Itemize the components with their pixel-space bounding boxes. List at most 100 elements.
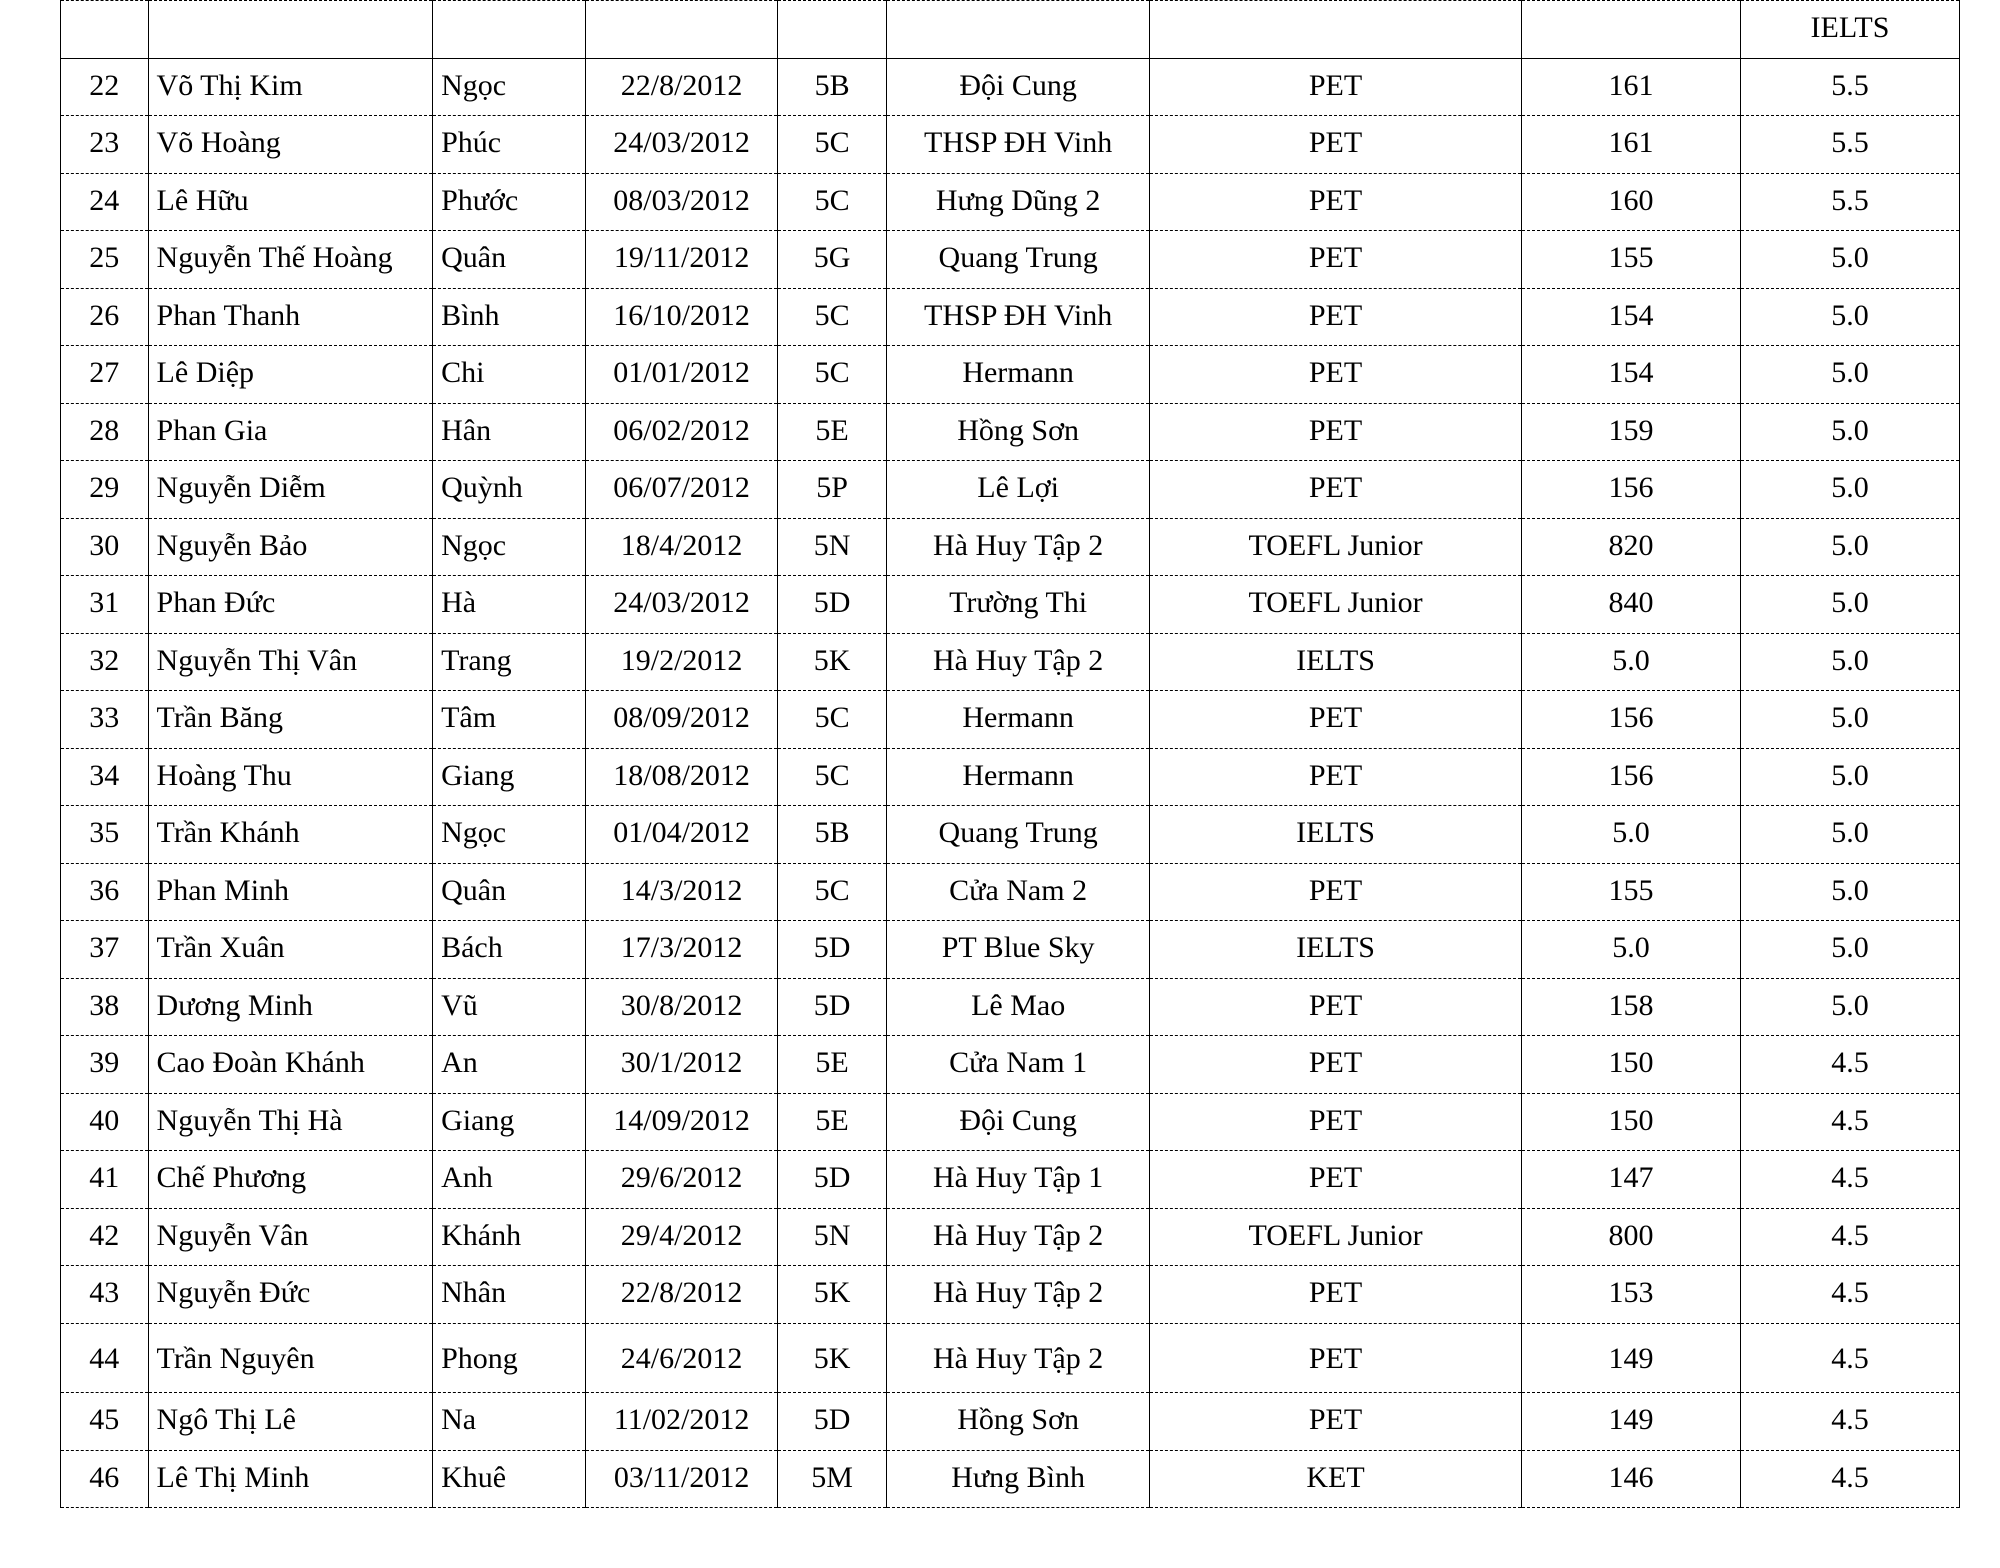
table-row: 37Trần XuânBách17/3/20125DPT Blue SkyIEL… [61, 921, 1960, 979]
cell-cert: PET [1149, 691, 1521, 749]
cell-first: Ngô Thị Lê [148, 1393, 433, 1451]
cell-first: Nguyễn Thị Vân [148, 633, 433, 691]
cell-last: Bách [433, 921, 586, 979]
cell-ielts: 4.5 [1740, 1208, 1959, 1266]
cell-ielts: 5.0 [1740, 461, 1959, 519]
cell-class: 5C [777, 116, 886, 174]
cell-last: Na [433, 1393, 586, 1451]
table-row: 30Nguyễn BảoNgọc18/4/20125NHà Huy Tập 2T… [61, 518, 1960, 576]
cell-last: Vũ [433, 978, 586, 1036]
header-class: . [777, 1, 886, 59]
cell-cert: KET [1149, 1450, 1521, 1508]
cell-first: Dương Minh [148, 978, 433, 1036]
cell-dob: 08/09/2012 [586, 691, 778, 749]
cell-score: 154 [1522, 288, 1741, 346]
table-row: 44Trần NguyênPhong24/6/20125KHà Huy Tập … [61, 1323, 1960, 1393]
cell-idx: 24 [61, 173, 149, 231]
cell-score: 149 [1522, 1393, 1741, 1451]
cell-dob: 29/6/2012 [586, 1151, 778, 1209]
cell-last: Giang [433, 1093, 586, 1151]
cell-score: 150 [1522, 1093, 1741, 1151]
cell-first: Trần Nguyên [148, 1323, 433, 1393]
cell-class: 5C [777, 173, 886, 231]
cell-school: THSP ĐH Vinh [887, 288, 1150, 346]
cell-ielts: 5.5 [1740, 58, 1959, 116]
cell-class: 5D [777, 1393, 886, 1451]
cell-ielts: 5.0 [1740, 921, 1959, 979]
cell-score: 155 [1522, 863, 1741, 921]
cell-dob: 16/10/2012 [586, 288, 778, 346]
cell-score: 161 [1522, 58, 1741, 116]
cell-first: Nguyễn Bảo [148, 518, 433, 576]
cell-first: Lê Hữu [148, 173, 433, 231]
cell-first: Võ Thị Kim [148, 58, 433, 116]
cell-first: Nguyễn Diễm [148, 461, 433, 519]
cell-school: Hermann [887, 346, 1150, 404]
cell-idx: 45 [61, 1393, 149, 1451]
table-row: 45Ngô Thị LêNa11/02/20125DHồng SơnPET149… [61, 1393, 1960, 1451]
table-row: 25Nguyễn Thế HoàngQuân19/11/20125GQuang … [61, 231, 1960, 289]
cell-idx: 26 [61, 288, 149, 346]
cell-school: THSP ĐH Vinh [887, 116, 1150, 174]
cell-class: 5B [777, 806, 886, 864]
cell-class: 5N [777, 518, 886, 576]
cell-dob: 22/8/2012 [586, 58, 778, 116]
table-row: 34Hoàng ThuGiang18/08/20125CHermannPET15… [61, 748, 1960, 806]
cell-ielts: 5.0 [1740, 346, 1959, 404]
cell-cert: PET [1149, 403, 1521, 461]
cell-dob: 11/02/2012 [586, 1393, 778, 1451]
cell-ielts: 5.5 [1740, 173, 1959, 231]
cell-ielts: 5.0 [1740, 806, 1959, 864]
table-row: 40Nguyễn Thị HàGiang14/09/20125EĐội Cung… [61, 1093, 1960, 1151]
cell-cert: PET [1149, 58, 1521, 116]
cell-cert: IELTS [1149, 633, 1521, 691]
cell-class: 5D [777, 921, 886, 979]
cell-last: Hà [433, 576, 586, 634]
header-last: . [433, 1, 586, 59]
cell-idx: 28 [61, 403, 149, 461]
table-row: 36Phan MinhQuân14/3/20125CCửa Nam 2PET15… [61, 863, 1960, 921]
table-row: 29Nguyễn DiễmQuỳnh06/07/20125PLê LợiPET1… [61, 461, 1960, 519]
cell-score: 159 [1522, 403, 1741, 461]
cell-score: 153 [1522, 1266, 1741, 1324]
cell-idx: 40 [61, 1093, 149, 1151]
cell-cert: PET [1149, 1266, 1521, 1324]
cell-class: 5C [777, 748, 886, 806]
cell-first: Lê Diệp [148, 346, 433, 404]
cell-last: Tâm [433, 691, 586, 749]
table-body: 22Võ Thị KimNgọc22/8/20125BĐội CungPET16… [61, 58, 1960, 1508]
table-row: 33Trần BăngTâm08/09/20125CHermannPET1565… [61, 691, 1960, 749]
cell-first: Chế Phương [148, 1151, 433, 1209]
cell-dob: 24/03/2012 [586, 116, 778, 174]
cell-cert: PET [1149, 231, 1521, 289]
cell-class: 5C [777, 288, 886, 346]
cell-school: Hermann [887, 748, 1150, 806]
cell-school: Hà Huy Tập 2 [887, 1208, 1150, 1266]
cell-idx: 36 [61, 863, 149, 921]
header-dob: . [586, 1, 778, 59]
cell-first: Phan Thanh [148, 288, 433, 346]
cell-class: 5G [777, 231, 886, 289]
table-row: 24Lê HữuPhước08/03/20125CHưng Dũng 2PET1… [61, 173, 1960, 231]
cell-last: Ngọc [433, 806, 586, 864]
table-row: 38Dương MinhVũ30/8/20125DLê MaoPET1585.0 [61, 978, 1960, 1036]
cell-school: Quang Trung [887, 806, 1150, 864]
cell-class: 5P [777, 461, 886, 519]
cell-idx: 27 [61, 346, 149, 404]
cell-class: 5D [777, 1151, 886, 1209]
table-row: 22Võ Thị KimNgọc22/8/20125BĐội CungPET16… [61, 58, 1960, 116]
cell-cert: IELTS [1149, 806, 1521, 864]
cell-cert: PET [1149, 116, 1521, 174]
cell-ielts: 4.5 [1740, 1151, 1959, 1209]
cell-idx: 39 [61, 1036, 149, 1094]
header-ielts: IELTS [1740, 1, 1959, 59]
cell-class: 5K [777, 633, 886, 691]
cell-score: 156 [1522, 691, 1741, 749]
cell-cert: IELTS [1149, 921, 1521, 979]
table-header: . . . . . . . . IELTS [61, 1, 1960, 59]
cell-school: Hưng Bình [887, 1450, 1150, 1508]
cell-first: Nguyễn Thị Hà [148, 1093, 433, 1151]
cell-dob: 14/09/2012 [586, 1093, 778, 1151]
cell-idx: 44 [61, 1323, 149, 1393]
cell-school: Lê Mao [887, 978, 1150, 1036]
